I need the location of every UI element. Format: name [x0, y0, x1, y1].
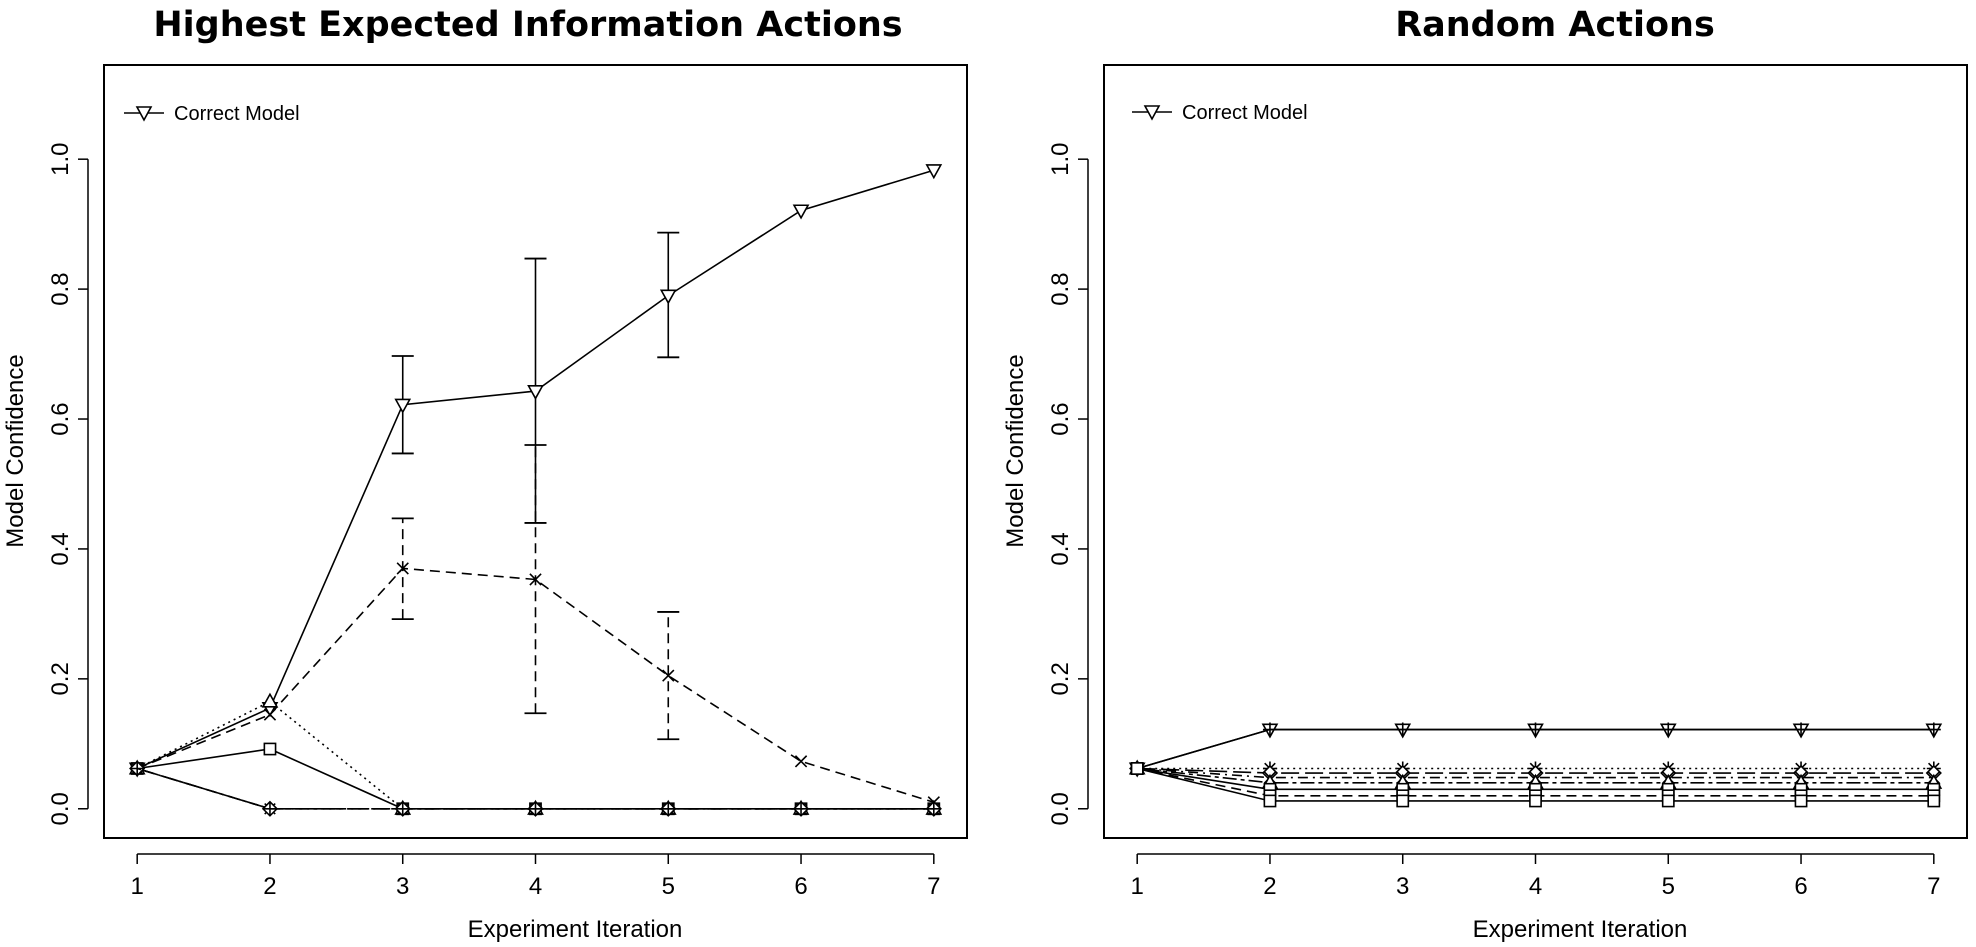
x-axis-label: Experiment Iteration: [1473, 916, 1688, 943]
x-tick-label: 3: [1396, 873, 1409, 900]
data-point: [1263, 794, 1277, 808]
data-point: [925, 164, 943, 180]
data-point: [1794, 794, 1808, 808]
y-tick-label: 0.2: [47, 662, 74, 695]
data-point: [528, 801, 543, 816]
y-tick-label: 0.8: [1047, 272, 1074, 305]
data-point: [261, 692, 279, 708]
data-point: [1395, 722, 1410, 737]
data-point: [792, 204, 810, 220]
data-point: [926, 801, 941, 816]
data-point: [263, 742, 277, 756]
data-point: [263, 708, 277, 721]
data-point: [529, 573, 542, 586]
y-axis-label: Model Confidence: [1002, 354, 1029, 547]
data-point: [1262, 722, 1277, 737]
error-bar-cap: [657, 611, 680, 741]
x-tick-label: 1: [131, 873, 144, 900]
series-6-plus: [130, 761, 941, 816]
plot-frame: [1103, 64, 1968, 839]
plot-frame: [103, 64, 968, 839]
error-bar-cap: [524, 257, 547, 524]
legend-triangle-down-marker: [135, 106, 153, 122]
series-8-square: [1130, 762, 1941, 808]
data-point: [527, 385, 544, 401]
x-tick-label: 1: [1131, 873, 1144, 900]
error-bar-cap: [524, 444, 547, 715]
error-bar-cap: [657, 231, 680, 359]
y-tick-label: 0.8: [47, 272, 74, 305]
legend-entry-correct-model: Correct Model: [1182, 102, 1308, 124]
x-tick-label: 3: [396, 873, 409, 900]
series-1-x: [131, 444, 940, 809]
chart-highest-expected-information: Highest Expected Information Actions Exp…: [2, 5, 968, 943]
data-point: [794, 755, 808, 768]
y-axis-label: Model Confidence: [2, 354, 29, 547]
data-point: [1661, 722, 1676, 737]
series-0-triangle-down: [128, 164, 943, 778]
x-tick-label: 5: [1662, 873, 1675, 900]
y-tick-label: 0.6: [1047, 402, 1074, 435]
x-axis: 1 2 3 4 5 6 7: [1131, 853, 1940, 900]
series-line: [136, 700, 934, 810]
data-point: [659, 289, 677, 305]
y-tick-label: 0.0: [47, 792, 74, 825]
data-point: [1927, 794, 1941, 808]
x-tick-label: 5: [662, 873, 675, 900]
x-tick-label: 4: [529, 873, 542, 900]
y-axis: 0.0 0.2 0.4 0.6 0.8 1.0: [47, 143, 89, 825]
y-tick-label: 0.4: [1047, 532, 1074, 565]
data-point: [794, 801, 809, 816]
legend-triangle-down-marker: [1143, 105, 1161, 121]
data-point: [662, 669, 675, 682]
data-point: [395, 801, 410, 816]
chart-title: Highest Expected Information Actions: [153, 5, 902, 45]
legend: Correct Model: [124, 103, 300, 125]
y-tick-label: 0.0: [1047, 792, 1074, 825]
chart-random-actions: Random Actions Experiment Iteration Mode…: [1002, 5, 1968, 943]
y-tick-label: 0.6: [47, 402, 74, 435]
series-line: [136, 567, 935, 804]
y-axis: 0.0 0.2 0.4 0.6 0.8 1.0: [1047, 143, 1089, 825]
legend-entry-correct-model: Correct Model: [174, 103, 300, 125]
data-point: [1529, 794, 1542, 808]
legend: Correct Model: [1132, 102, 1308, 124]
x-tick-label: 7: [927, 873, 940, 900]
data-point: [262, 801, 277, 816]
error-bar-cap: [391, 517, 414, 620]
x-axis: 1 2 3 4 5 6 7: [131, 853, 940, 900]
error-bar-cap: [391, 355, 414, 455]
y-tick-label: 1.0: [1047, 143, 1074, 176]
x-tick-label: 2: [1263, 873, 1276, 900]
x-tick-label: 7: [1927, 873, 1940, 900]
data-point: [1926, 722, 1941, 737]
plot-area: [1128, 722, 1943, 808]
x-tick-label: 6: [794, 873, 807, 900]
data-point: [394, 398, 412, 414]
x-tick-label: 6: [1794, 873, 1807, 900]
y-tick-label: 0.4: [47, 532, 74, 565]
y-tick-label: 1.0: [47, 143, 74, 176]
plot-area: [128, 164, 943, 817]
data-point: [661, 801, 676, 816]
x-axis-label: Experiment Iteration: [468, 916, 683, 943]
data-point: [1661, 794, 1675, 808]
data-point: [1130, 762, 1144, 775]
data-point: [130, 761, 145, 776]
data-point: [1528, 722, 1543, 737]
data-point: [1396, 794, 1410, 808]
x-tick-label: 2: [263, 873, 276, 900]
chart-title: Random Actions: [1395, 5, 1715, 45]
data-point: [1794, 722, 1809, 737]
y-tick-label: 0.2: [1047, 662, 1074, 695]
x-tick-label: 4: [1529, 873, 1542, 900]
data-point: [396, 562, 409, 575]
